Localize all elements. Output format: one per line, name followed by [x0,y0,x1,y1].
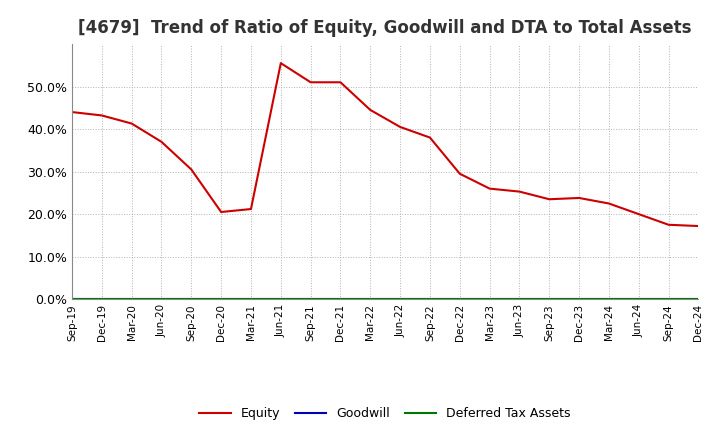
Equity [366,107,374,113]
Deferred Tax Assets [127,297,136,302]
Deferred Tax Assets [396,297,405,302]
Equity [68,110,76,115]
Deferred Tax Assets [157,297,166,302]
Equity [396,124,405,129]
Line: Equity: Equity [72,63,698,226]
Goodwill [456,297,464,302]
Equity [217,209,225,215]
Equity [665,222,673,227]
Equity [694,224,703,229]
Title: [4679]  Trend of Ratio of Equity, Goodwill and DTA to Total Assets: [4679] Trend of Ratio of Equity, Goodwil… [78,19,692,37]
Equity [336,80,345,85]
Deferred Tax Assets [426,297,434,302]
Deferred Tax Assets [97,297,106,302]
Deferred Tax Assets [634,297,643,302]
Goodwill [485,297,494,302]
Deferred Tax Assets [247,297,256,302]
Deferred Tax Assets [276,297,285,302]
Goodwill [426,297,434,302]
Legend: Equity, Goodwill, Deferred Tax Assets: Equity, Goodwill, Deferred Tax Assets [194,403,576,425]
Deferred Tax Assets [336,297,345,302]
Equity [634,212,643,217]
Equity [515,189,523,194]
Equity [97,113,106,118]
Equity [485,186,494,191]
Equity [605,201,613,206]
Equity [545,197,554,202]
Goodwill [366,297,374,302]
Deferred Tax Assets [545,297,554,302]
Goodwill [68,297,76,302]
Equity [456,171,464,176]
Equity [575,195,583,201]
Goodwill [217,297,225,302]
Equity [306,80,315,85]
Deferred Tax Assets [187,297,196,302]
Equity [247,206,256,212]
Deferred Tax Assets [515,297,523,302]
Goodwill [97,297,106,302]
Goodwill [127,297,136,302]
Goodwill [694,297,703,302]
Goodwill [515,297,523,302]
Deferred Tax Assets [694,297,703,302]
Equity [127,121,136,126]
Goodwill [396,297,405,302]
Deferred Tax Assets [456,297,464,302]
Equity [157,139,166,144]
Deferred Tax Assets [68,297,76,302]
Deferred Tax Assets [605,297,613,302]
Deferred Tax Assets [575,297,583,302]
Deferred Tax Assets [485,297,494,302]
Goodwill [306,297,315,302]
Goodwill [247,297,256,302]
Goodwill [336,297,345,302]
Goodwill [665,297,673,302]
Goodwill [545,297,554,302]
Goodwill [157,297,166,302]
Equity [426,135,434,140]
Goodwill [187,297,196,302]
Deferred Tax Assets [217,297,225,302]
Deferred Tax Assets [306,297,315,302]
Goodwill [575,297,583,302]
Goodwill [634,297,643,302]
Goodwill [276,297,285,302]
Deferred Tax Assets [665,297,673,302]
Equity [187,167,196,172]
Equity [276,60,285,66]
Goodwill [605,297,613,302]
Deferred Tax Assets [366,297,374,302]
